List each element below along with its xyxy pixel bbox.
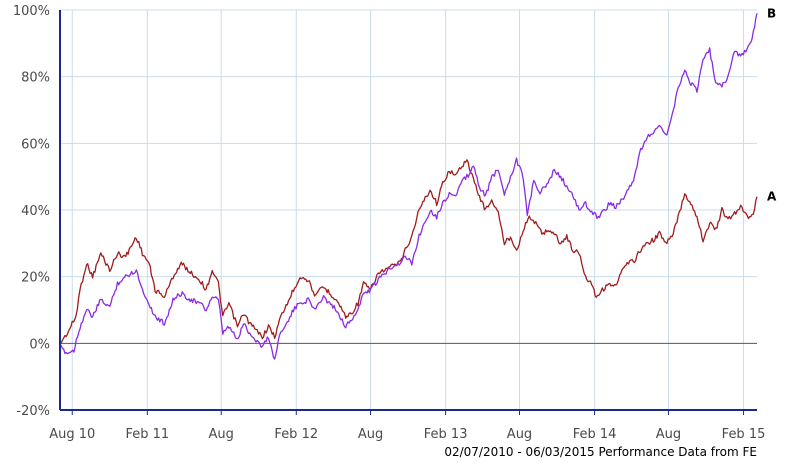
series-line-a (59, 159, 758, 344)
series-end-labels: AB (767, 6, 777, 203)
x-tick-label: Feb 14 (573, 427, 617, 442)
y-tick-label: 40% (21, 204, 50, 219)
x-tick-labels: Aug 10 Feb 11 Aug Feb 12 Aug Feb 13 Aug Feb 14 A… (49, 427, 765, 442)
x-tick-label: Feb 15 (722, 427, 766, 442)
x-tick-label: Aug (656, 427, 681, 442)
y-tick-label: 60% (21, 137, 50, 152)
x-tick-label: Aug (507, 427, 532, 442)
x-tick-label: Feb 11 (125, 427, 169, 442)
x-tick-label: Aug (358, 427, 383, 442)
x-tick-label: Feb 13 (424, 427, 468, 442)
x-tick-label: Aug 10 (49, 427, 95, 442)
series-line-b (59, 13, 758, 360)
x-tick-label: Feb 12 (274, 427, 318, 442)
y-tick-label: 80% (21, 71, 50, 86)
y-tick-label: 0% (29, 337, 50, 352)
series-label-b: B (767, 6, 776, 20)
vertical-gridlines (71, 10, 745, 415)
y-tick-label: -20% (16, 404, 50, 419)
series-layer (59, 13, 758, 360)
series-label-a: A (767, 190, 777, 204)
y-tick-labels: 100% 80% 60% 40% 20% 0% -20% (13, 4, 50, 419)
y-tick-label: 20% (21, 271, 50, 286)
data-source-caption: 02/07/2010 - 06/03/2015 Performance Data… (444, 445, 757, 459)
y-tick-label: 100% (13, 4, 50, 19)
x-tick-label: Aug (208, 427, 233, 442)
horizontal-gridlines (60, 9, 757, 411)
